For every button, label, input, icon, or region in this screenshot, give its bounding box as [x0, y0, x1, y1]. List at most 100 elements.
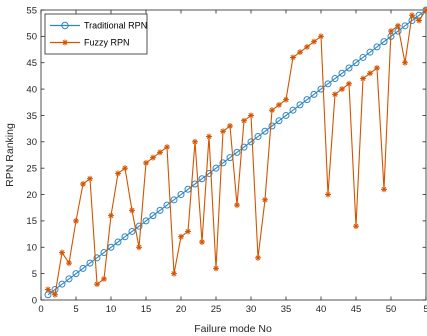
- legend: Traditional RPN Fuzzy RPN: [44, 13, 148, 55]
- y-tick-label: 25: [26, 163, 37, 174]
- data-point-traditional: [219, 159, 227, 167]
- data-point-fuzzy: [409, 12, 415, 19]
- data-point-fuzzy: [388, 28, 394, 35]
- data-point-fuzzy: [325, 191, 331, 198]
- x-tick-label: 20: [176, 304, 187, 315]
- data-point-fuzzy: [59, 249, 65, 256]
- y-tick-label: 20: [26, 190, 37, 201]
- data-point-traditional: [198, 175, 206, 183]
- data-point-fuzzy: [164, 144, 170, 151]
- x-tick-label: 15: [141, 304, 152, 315]
- data-point-traditional: [142, 217, 150, 225]
- data-point-traditional: [121, 233, 129, 241]
- y-tick-label: 10: [26, 243, 37, 254]
- data-point-traditional: [254, 133, 262, 141]
- data-point-fuzzy: [87, 175, 93, 182]
- data-point-traditional: [233, 148, 241, 156]
- data-point-fuzzy: [185, 228, 191, 235]
- data-point-fuzzy: [339, 86, 345, 93]
- y-tick-label: 5: [32, 269, 37, 280]
- x-tick-label: 5: [73, 304, 78, 315]
- data-point-fuzzy: [101, 275, 107, 282]
- data-point-traditional: [177, 191, 185, 199]
- data-point-fuzzy: [171, 270, 177, 277]
- x-tick-label: 35: [281, 304, 292, 315]
- data-point-fuzzy: [122, 165, 128, 172]
- x-axis-label: Failure mode No: [194, 323, 272, 335]
- data-point-traditional: [380, 38, 388, 46]
- legend-label-traditional: Traditional RPN: [84, 21, 147, 31]
- data-point-fuzzy: [290, 54, 296, 61]
- x-tick-label: 45: [351, 304, 362, 315]
- data-point-fuzzy: [66, 260, 72, 267]
- x-tick-label: 5: [423, 304, 427, 315]
- data-point-traditional: [128, 227, 136, 235]
- series-line-traditional: [47, 9, 427, 296]
- y-tick-label: 40: [26, 84, 37, 95]
- data-point-traditional: [352, 59, 360, 67]
- data-point-fuzzy: [353, 223, 359, 230]
- data-point-fuzzy: [73, 217, 79, 224]
- legend-marker-fuzzy: [62, 39, 68, 46]
- data-point-fuzzy: [227, 123, 233, 129]
- data-point-fuzzy: [157, 149, 163, 156]
- data-point-traditional: [324, 80, 332, 88]
- data-point-fuzzy: [283, 96, 289, 103]
- data-point-traditional: [275, 117, 283, 125]
- data-point-fuzzy: [416, 17, 422, 24]
- data-point-fuzzy: [80, 181, 86, 187]
- data-point-fuzzy: [192, 138, 198, 145]
- data-point-traditional: [156, 206, 164, 214]
- data-point-fuzzy: [234, 202, 240, 209]
- data-point-traditional: [72, 270, 80, 278]
- data-point-fuzzy: [402, 59, 408, 66]
- data-point-traditional: [317, 85, 325, 93]
- data-point-traditional: [296, 101, 304, 109]
- data-point-fuzzy: [150, 154, 156, 161]
- data-point-fuzzy: [45, 286, 51, 293]
- data-point-fuzzy: [360, 75, 366, 82]
- data-point-traditional: [58, 280, 66, 288]
- data-point-fuzzy: [220, 128, 226, 135]
- data-point-fuzzy: [206, 133, 212, 140]
- legend-marker-traditional: [61, 21, 69, 30]
- data-point-fuzzy: [276, 101, 282, 108]
- data-point-fuzzy: [262, 196, 268, 203]
- data-point-traditional: [338, 69, 346, 77]
- data-point-traditional: [240, 143, 248, 151]
- legend-box: [44, 13, 148, 55]
- data-point-fuzzy: [52, 291, 58, 298]
- y-tick-label: 50: [26, 32, 37, 43]
- data-point-traditional: [289, 106, 297, 114]
- data-point-fuzzy: [94, 281, 100, 288]
- y-tick-label: 35: [26, 111, 37, 122]
- x-tick-label: 40: [316, 304, 327, 315]
- data-point-traditional: [93, 254, 101, 262]
- data-point-traditional: [401, 22, 409, 30]
- data-point-traditional: [135, 222, 143, 230]
- data-point-traditional: [373, 43, 381, 51]
- y-tick-label: 55: [26, 5, 37, 16]
- data-point-fuzzy: [374, 65, 380, 71]
- data-point-fuzzy: [346, 80, 352, 87]
- y-tick-label: 15: [26, 216, 37, 227]
- x-tick-label: 30: [246, 304, 257, 315]
- legend-label-fuzzy: Fuzzy RPN: [84, 38, 130, 48]
- data-point-traditional: [170, 196, 178, 204]
- data-point-fuzzy: [332, 91, 338, 98]
- data-point-fuzzy: [381, 186, 387, 193]
- data-point-fuzzy: [367, 70, 373, 77]
- x-tick-label: 50: [386, 304, 397, 315]
- data-point-fuzzy: [255, 254, 261, 261]
- data-point-fuzzy: [178, 233, 184, 240]
- data-point-traditional: [212, 164, 220, 172]
- data-point-traditional: [114, 238, 122, 246]
- data-point-traditional: [310, 90, 318, 98]
- data-point-traditional: [366, 48, 374, 56]
- data-point-traditional: [86, 259, 94, 267]
- data-point-fuzzy: [129, 207, 135, 214]
- data-point-fuzzy: [297, 49, 303, 56]
- data-point-traditional: [303, 96, 311, 104]
- x-axis-ticks: 0 5 10 15 20 25 30 35 40 45 50 5: [38, 10, 427, 315]
